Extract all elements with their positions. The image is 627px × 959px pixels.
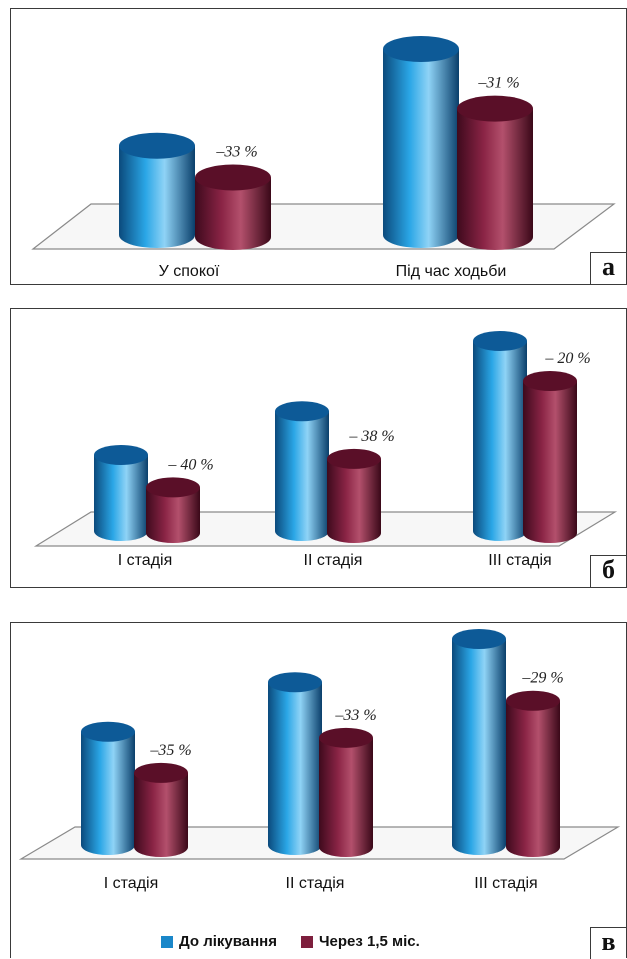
bar-before-2 (268, 672, 322, 855)
bar-after-1 (134, 762, 188, 857)
bar-after-1 (195, 164, 271, 250)
change-label-3: – 20 % (544, 350, 590, 367)
bar-after-3 (506, 690, 560, 857)
category-label-1: І стадія (104, 875, 159, 892)
chart-panel-c: –35 % І стадія –33 % ІІ стадія –29 % ІІІ стад… (10, 622, 627, 959)
bar-after-1 (146, 477, 200, 543)
change-label-1: –33 % (215, 143, 257, 160)
bar-before-2 (275, 401, 329, 541)
bar-after-2 (327, 448, 381, 543)
category-label-2: ІІ стадія (304, 552, 363, 569)
bar-after-2 (457, 95, 533, 250)
change-label-2: – 38 % (348, 428, 394, 445)
bar-before-3 (452, 629, 506, 855)
legend: До лікування Через 1,5 міс. (161, 933, 444, 950)
panel-label-c: в (590, 927, 626, 959)
category-label-3: ІІІ стадія (488, 552, 551, 569)
category-label-1: У спокої (159, 263, 220, 280)
panel-label-a: а (590, 252, 626, 284)
bar-before-2 (383, 36, 459, 248)
bar-before-1 (119, 132, 195, 248)
chart-panel-a: –33 % У спокої –31 % Під час ходьби а (10, 8, 627, 285)
chart-c-svg: –35 % І стадія –33 % ІІ стадія –29 % ІІІ стад… (18, 629, 621, 892)
legend-swatch-before (161, 935, 173, 948)
legend-label-before: До лікування (179, 933, 277, 950)
panel-label-b: б (590, 555, 626, 587)
bar-before-1 (94, 445, 148, 541)
bar-before-1 (81, 721, 135, 855)
chart-a-svg: –33 % У спокої –31 % Під час ходьби (31, 36, 616, 280)
bar-after-3 (523, 371, 577, 543)
legend-swatch-after (300, 935, 313, 948)
category-label-3: ІІІ стадія (474, 875, 537, 892)
bar-before-3 (473, 331, 527, 541)
change-label-1: – 40 % (167, 456, 213, 473)
change-label-1: –35 % (149, 742, 191, 759)
category-label-2: Під час ходьби (396, 263, 507, 280)
change-label-2: –33 % (334, 707, 376, 724)
chart-panel-b: – 40 % І стадія – 38 % ІІ стадія – 20 % ІІІ с… (10, 308, 627, 588)
bar-after-2 (319, 727, 373, 857)
legend-item-before: До лікування (161, 933, 277, 950)
category-label-1: І стадія (118, 552, 173, 569)
legend-item-after: Через 1,5 міс. (300, 933, 420, 950)
category-label-2: ІІ стадія (286, 875, 345, 892)
chart-b-svg: – 40 % І стадія – 38 % ІІ стадія – 20 % ІІІ с… (33, 331, 618, 569)
change-label-2: –31 % (477, 75, 519, 92)
legend-label-after: Через 1,5 міс. (318, 933, 420, 950)
change-label-3: –29 % (521, 670, 563, 687)
